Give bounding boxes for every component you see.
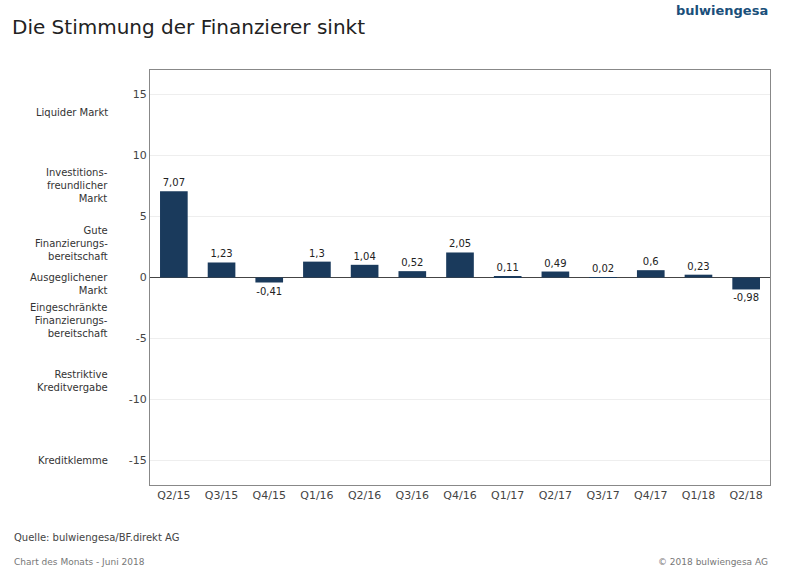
svg-text:Q2/15: Q2/15	[157, 489, 190, 502]
svg-text:Liquider Markt: Liquider Markt	[36, 107, 108, 118]
svg-text:Quelle: bulwiengesa/BF.direkt: Quelle: bulwiengesa/BF.direkt AG	[14, 532, 179, 543]
svg-text:Investitions-freundlicherMarkt: Investitions-freundlicherMarkt	[46, 167, 108, 204]
svg-text:0,52: 0,52	[401, 257, 423, 268]
svg-text:Q3/16: Q3/16	[396, 489, 429, 502]
svg-text:7,07: 7,07	[163, 177, 185, 188]
svg-text:-10: -10	[129, 393, 147, 406]
svg-text:Q2/18: Q2/18	[729, 489, 762, 502]
svg-text:Q1/17: Q1/17	[491, 489, 524, 502]
svg-text:0: 0	[140, 271, 147, 284]
svg-text:-5: -5	[136, 332, 147, 345]
svg-text:Q1/16: Q1/16	[300, 489, 333, 502]
svg-text:0,11: 0,11	[497, 262, 519, 273]
svg-text:0,02: 0,02	[592, 263, 614, 274]
svg-text:Q2/17: Q2/17	[539, 489, 572, 502]
svg-text:5: 5	[140, 210, 147, 223]
svg-text:RestriktiveKreditvergabe: RestriktiveKreditvergabe	[37, 369, 108, 393]
svg-text:AusgeglichenerMarkt: AusgeglichenerMarkt	[30, 272, 108, 296]
svg-text:Q1/18: Q1/18	[682, 489, 715, 502]
svg-text:GuteFinanzierungs-bereitschaft: GuteFinanzierungs-bereitschaft	[35, 225, 108, 262]
svg-text:-0,41: -0,41	[256, 286, 282, 297]
svg-text:Q2/16: Q2/16	[348, 489, 381, 502]
svg-text:1,3: 1,3	[309, 248, 325, 259]
svg-text:15: 15	[133, 88, 147, 101]
svg-text:Q4/17: Q4/17	[634, 489, 667, 502]
svg-text:Q3/15: Q3/15	[205, 489, 238, 502]
svg-text:1,04: 1,04	[353, 251, 375, 262]
svg-text:bulwiengesa: bulwiengesa	[676, 3, 768, 18]
svg-text:© 2018 bulwiengesa AG: © 2018 bulwiengesa AG	[658, 557, 768, 567]
svg-text:Q4/15: Q4/15	[253, 489, 286, 502]
svg-text:0,23: 0,23	[687, 261, 709, 272]
svg-text:10: 10	[133, 149, 147, 162]
svg-text:Kreditklemme: Kreditklemme	[38, 455, 108, 466]
svg-text:EingeschränkteFinanzierungs-be: EingeschränkteFinanzierungs-bereitschaft	[30, 302, 108, 339]
svg-text:1,23: 1,23	[210, 248, 232, 259]
svg-text:Chart des Monats - Juni 2018: Chart des Monats - Juni 2018	[14, 557, 145, 567]
svg-text:Q3/17: Q3/17	[586, 489, 619, 502]
svg-text:0,49: 0,49	[544, 258, 566, 269]
svg-text:2,05: 2,05	[449, 238, 471, 249]
svg-text:-15: -15	[129, 454, 147, 467]
svg-text:Q4/16: Q4/16	[443, 489, 476, 502]
svg-text:-0,98: -0,98	[733, 292, 759, 303]
svg-text:Die Stimmung der Finanzierer s: Die Stimmung der Finanzierer sinkt	[12, 15, 365, 39]
svg-text:0,6: 0,6	[643, 256, 659, 267]
